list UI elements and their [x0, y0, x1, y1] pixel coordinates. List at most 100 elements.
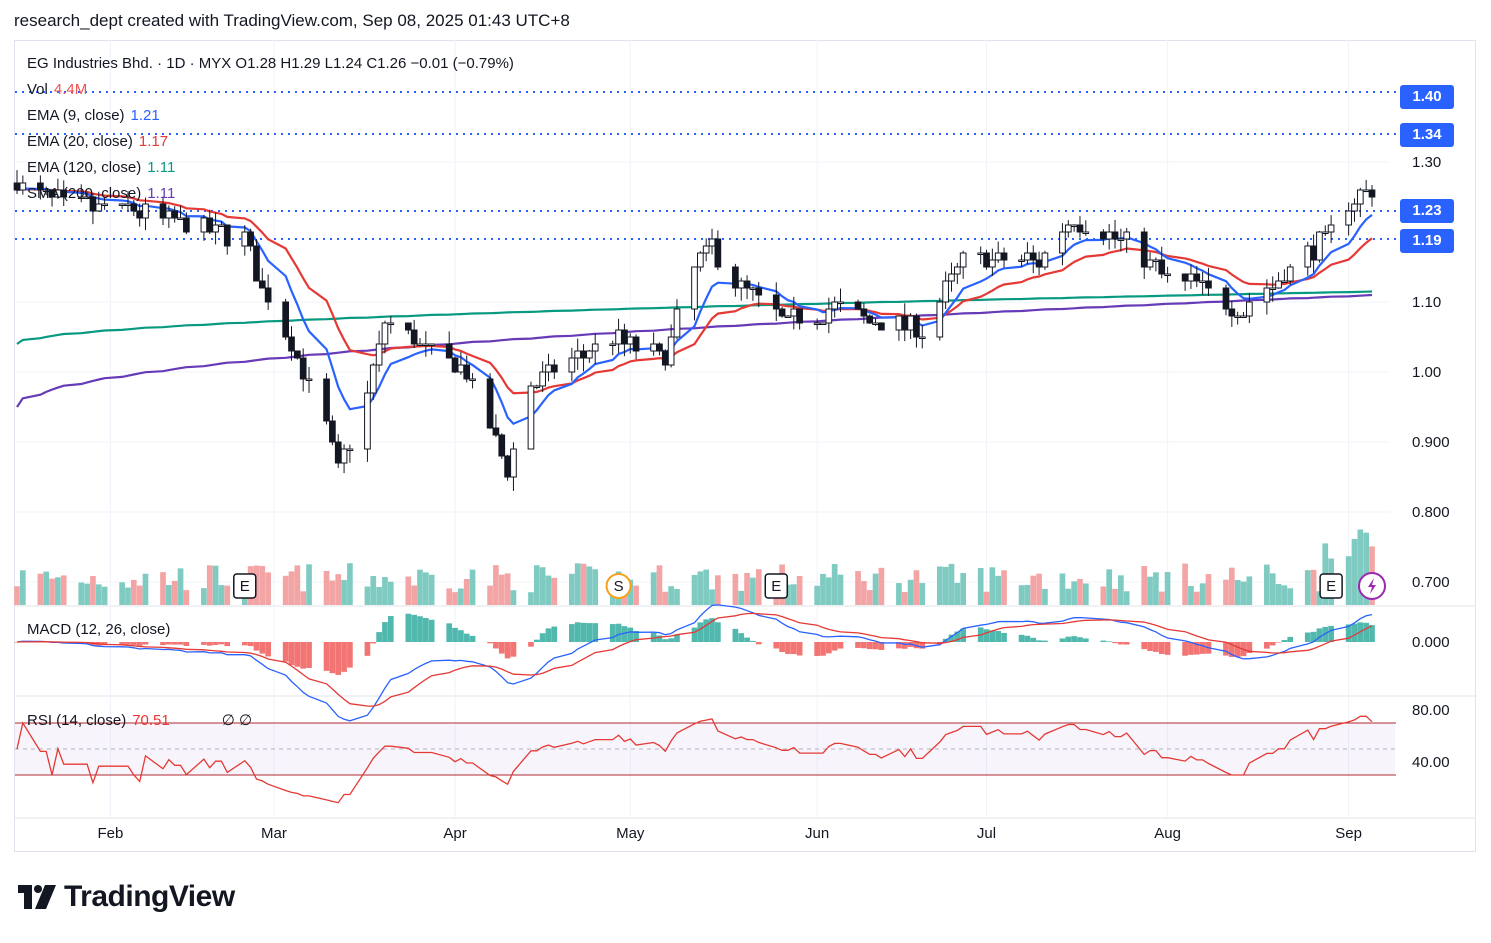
- volume-bar: [1193, 591, 1200, 605]
- macd-histogram-bar: [545, 628, 552, 642]
- candle-body: [1164, 273, 1171, 276]
- candle-body: [1105, 231, 1113, 240]
- macd-histogram-bar: [1188, 642, 1194, 655]
- symbol-line: EG Industries Bhd. · 1D · MYX O1.28 H1.2…: [27, 55, 514, 72]
- sma200-legend[interactable]: SMA (200, close) 1.11: [27, 185, 175, 202]
- volume-bar: [569, 573, 575, 605]
- macd-histogram-bar: [411, 614, 417, 642]
- volume-bar: [697, 571, 704, 605]
- month-tick-label: Aug: [1154, 825, 1181, 842]
- candle-body: [1140, 231, 1148, 268]
- price-tag-1-34[interactable]: 1.34: [1400, 123, 1454, 147]
- volume-bar: [586, 566, 593, 605]
- volume-bar: [650, 572, 657, 605]
- rsi-legend[interactable]: RSI (14, close) 70.51 ∅ ∅: [27, 711, 252, 729]
- candle-body: [101, 203, 108, 206]
- volume-bar: [674, 588, 680, 605]
- candle-body: [130, 203, 138, 212]
- macd-histogram-bar: [621, 626, 628, 642]
- macd-histogram-bar: [580, 622, 587, 642]
- macd-histogram-bar: [1153, 642, 1159, 652]
- candle-body: [218, 224, 225, 227]
- volume-bar: [855, 571, 861, 605]
- candle-body: [1199, 280, 1206, 283]
- earnings-marker-letter: E: [240, 578, 250, 595]
- ema120-legend[interactable]: EMA (120, close) 1.11: [27, 159, 175, 176]
- macd-histogram-bar: [1112, 642, 1118, 644]
- candle-body: [1351, 203, 1358, 212]
- macd-histogram-bar: [417, 616, 423, 642]
- vol-legend[interactable]: Vol 4.4M: [27, 81, 87, 98]
- macd-histogram-bar: [1223, 642, 1229, 656]
- volume-bar: [376, 586, 382, 605]
- macd-histogram-bar: [1141, 642, 1148, 650]
- volume-bar: [90, 576, 96, 605]
- candle-body: [498, 434, 506, 457]
- macd-histogram-bar: [901, 642, 908, 649]
- ema9-legend[interactable]: EMA (9, close) 1.21: [27, 107, 160, 124]
- macd-histogram-bar: [335, 642, 342, 675]
- candle-body: [1193, 273, 1201, 282]
- macd-histogram-bar: [183, 642, 190, 647]
- volume-bar: [417, 569, 423, 605]
- candle-body: [784, 315, 792, 318]
- candle-body: [387, 322, 395, 325]
- volume-bar: [347, 563, 353, 605]
- macd-histogram-bar: [370, 642, 377, 644]
- macd-histogram-bar: [206, 642, 213, 646]
- ema9-line: [16, 187, 1373, 426]
- macd-histogram-bar: [405, 613, 412, 642]
- candle-body: [1240, 315, 1247, 318]
- volume-bar: [1264, 564, 1270, 605]
- rsi-extra: ∅ ∅: [221, 712, 253, 729]
- candle-body: [375, 343, 383, 366]
- ema20-legend[interactable]: EMA (20, close) 1.17: [27, 133, 168, 150]
- macd-histogram-bar: [323, 642, 330, 671]
- macd-histogram-bar: [282, 642, 289, 662]
- macd-histogram-bar: [697, 622, 704, 642]
- tradingview-logo[interactable]: TradingView: [18, 880, 235, 914]
- macd-histogram-bar: [831, 642, 838, 651]
- candle-body: [539, 371, 546, 387]
- candle-body: [1205, 280, 1212, 289]
- candle-body: [1064, 224, 1072, 233]
- volume-bar: [814, 585, 820, 605]
- macd-histogram-bar: [364, 642, 371, 656]
- candle-body: [1327, 224, 1335, 233]
- candle-body: [1035, 259, 1043, 268]
- price-tag-1-40[interactable]: 1.40: [1400, 85, 1454, 109]
- macd-histogram-bar: [160, 642, 166, 646]
- candle-body: [691, 266, 698, 310]
- candle-body: [796, 308, 803, 324]
- volume-bar: [977, 568, 984, 605]
- macd-histogram-bar: [247, 642, 254, 647]
- macd-histogram-bar: [796, 642, 803, 656]
- volume-bar: [709, 589, 715, 605]
- price-tag-1-23[interactable]: 1.23: [1400, 199, 1454, 223]
- macd-histogram-bar: [510, 642, 517, 657]
- macd-histogram-bar: [1082, 638, 1089, 642]
- volume-bar: [201, 588, 207, 605]
- candle-body: [463, 364, 471, 380]
- volume-bar: [452, 592, 458, 605]
- volume-bar: [493, 565, 499, 605]
- candle-body: [615, 329, 622, 345]
- macd-legend[interactable]: MACD (12, 26, close): [27, 621, 170, 638]
- candle-body: [486, 378, 494, 429]
- candle-body: [1275, 280, 1282, 289]
- candle-body: [381, 322, 389, 345]
- candle-body: [994, 252, 1002, 261]
- candle-body: [200, 217, 208, 233]
- earnings-marker: [1319, 573, 1343, 599]
- volume-bar: [574, 563, 581, 605]
- candle-body: [854, 301, 862, 310]
- price-tag-1-19[interactable]: 1.19: [1400, 229, 1454, 253]
- macd-histogram-bar: [989, 630, 996, 642]
- candle-body: [936, 301, 944, 338]
- volume-bar: [335, 574, 342, 605]
- macd-line: [16, 604, 1373, 722]
- volume-bar: [539, 567, 546, 605]
- symbol-legend[interactable]: EG Industries Bhd. · 1D · MYX O1.28 H1.2…: [27, 55, 514, 72]
- candle-body: [667, 336, 675, 366]
